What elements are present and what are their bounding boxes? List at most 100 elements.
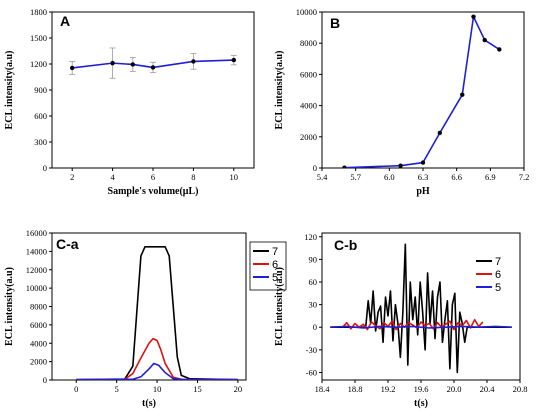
y-tick-label: 4000 [300, 101, 317, 111]
axes-frame [51, 11, 255, 169]
x-tick-label: 20 [234, 384, 243, 394]
y-axis-label: ECL intensity(a.u) [274, 267, 285, 346]
data-point [437, 130, 443, 136]
series-line [344, 15, 500, 168]
y-tick-label: 6000 [30, 320, 47, 330]
x-tick-label: 8 [191, 172, 195, 182]
panel-label: C-a [56, 236, 79, 252]
data-point [342, 165, 347, 168]
y-tick-label: 6000 [300, 69, 317, 79]
data-point [420, 160, 426, 165]
x-tick-label: 15 [193, 384, 202, 394]
plot-area [342, 14, 502, 168]
y-tick-label: 1800 [30, 7, 47, 17]
x-tick-label: 20.4 [480, 384, 496, 394]
x-tick-label: 20.8 [513, 384, 528, 394]
panel-label: A [60, 13, 70, 29]
data-point [150, 65, 156, 70]
series-7-line [330, 243, 512, 374]
y-axis-label: ECL intensity(a.u) [274, 51, 285, 130]
y-axis-label: ECL intensity(a.u) [4, 267, 15, 346]
legend: 765 [249, 241, 287, 291]
x-tick-label: 7.2 [519, 172, 530, 182]
x-tick-label: 19.2 [381, 384, 396, 394]
series-line [72, 59, 234, 69]
y-tick-label: 120 [304, 232, 317, 242]
y-tick-label: 60 [309, 277, 318, 287]
x-axis-label: pH [416, 186, 430, 197]
panel-label: B [330, 15, 340, 31]
data-point [130, 62, 135, 67]
y-tick-label: 10000 [296, 7, 317, 17]
legend-label: 6 [272, 259, 278, 271]
x-tick-label: 6 [151, 172, 155, 182]
legend-label: 7 [495, 256, 501, 268]
legend: 765 [476, 256, 501, 294]
axes-frame [321, 232, 521, 381]
x-tick-label: 18.4 [315, 384, 331, 394]
x-tick-label: 20.0 [447, 384, 462, 394]
x-tick-label: 18.8 [348, 384, 363, 394]
legend-label: 7 [272, 246, 278, 258]
y-tick-label: 0 [43, 375, 47, 385]
x-tick-label: 4 [110, 172, 115, 182]
y-tick-label: 12000 [26, 265, 47, 275]
series-7-line [76, 245, 238, 380]
x-tick-label: 19.6 [414, 384, 429, 394]
data-point [191, 59, 196, 64]
x-tick-label: 10 [230, 172, 239, 182]
y-tick-label: 1500 [30, 33, 47, 43]
panel-C-a: 0 5 10 15 20 0 2000 4000 6000 8000 10000 12000 14000… [4, 228, 287, 409]
y-tick-label: 4000 [30, 338, 47, 348]
y-tick-label: -60 [306, 367, 317, 377]
x-tick-label: 6.9 [485, 172, 496, 182]
y-tick-label: 300 [34, 137, 47, 147]
x-tick-label: 6.0 [384, 172, 395, 182]
y-tick-label: 0 [313, 322, 317, 332]
data-point [110, 60, 115, 66]
y-tick-label: 30 [309, 300, 318, 310]
x-axis-label: t(s) [142, 398, 156, 409]
x-axis-label: t(s) [414, 398, 428, 409]
plot-area [330, 243, 512, 374]
data-point [471, 14, 476, 19]
y-axis-label: ECL intensity(a.u) [4, 51, 15, 130]
panel-label: C-b [334, 237, 357, 253]
series-5-line [330, 325, 512, 329]
x-tick-label: 5.7 [350, 172, 361, 182]
y-tick-label: 14000 [26, 246, 47, 256]
data-point [398, 163, 403, 168]
data-point [460, 92, 465, 97]
y-tick-label: 10000 [26, 283, 47, 293]
y-tick-label: 2000 [300, 132, 317, 142]
data-point [231, 57, 236, 63]
axes-frame [51, 232, 247, 381]
legend-label: 6 [495, 269, 501, 281]
y-tick-label: 0 [43, 163, 47, 173]
y-tick-label: 600 [34, 111, 47, 121]
panel-A: 2 4 6 8 10 0 300 600 900 1200 1500 1800 Sample's vol… [4, 7, 255, 197]
x-tick-label: 5 [115, 384, 119, 394]
x-tick-label: 2 [70, 172, 74, 182]
panel-C-b: 18.4 18.8 19.2 19.6 20.0 20.4 20.8 -60 -30 0 30 60 9… [274, 232, 527, 409]
panel-B: 5.4 5.7 6.0 6.3 6.6 6.9 7.2 0 2000 4000 6000 8000 10… [274, 7, 529, 197]
x-tick-label: 6.6 [451, 172, 462, 182]
x-tick-label: 10 [153, 384, 162, 394]
y-tick-label: 1200 [30, 59, 47, 69]
plot-area [76, 245, 238, 380]
x-tick-label: 6.3 [418, 172, 429, 182]
y-tick-label: 90 [309, 254, 318, 264]
series-6-line [76, 337, 238, 380]
data-point [70, 65, 75, 71]
legend-label: 5 [495, 282, 501, 294]
y-tick-label: 0 [313, 163, 317, 173]
y-tick-label: 8000 [300, 38, 317, 48]
data-point [497, 47, 502, 52]
series-5-line [76, 362, 238, 380]
y-tick-label: -30 [306, 345, 317, 355]
axes-frame [321, 11, 525, 169]
x-tick-label: 5.4 [317, 172, 328, 182]
x-tick-label: 0 [74, 384, 78, 394]
y-tick-label: 16000 [26, 228, 47, 238]
